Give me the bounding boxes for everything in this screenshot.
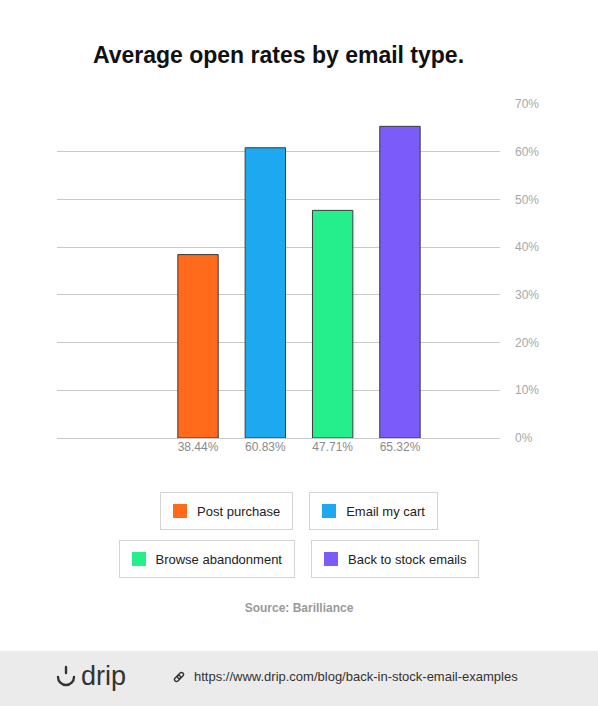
svg-text:60.83%: 60.83% [245, 440, 286, 454]
html-text:Browse abandonment: Browse abandonment [155, 551, 282, 567]
html-text:Post purchase: Post purchase [197, 503, 281, 519]
svg-text:50%: 50% [515, 193, 539, 207]
svg-text:60%: 60% [515, 145, 539, 159]
html-text:https://www.drip.com/blog/back: https://www.drip.com/blog/back-in-stock-… [194, 669, 518, 684]
svg-text:20%: 20% [515, 336, 539, 350]
html-text:Email my cart: Email my cart [346, 503, 425, 519]
html-text:Back to stock emails: Back to stock emails [348, 551, 467, 567]
svg-text:65.32%: 65.32% [380, 440, 421, 454]
svg-text:10%: 10% [515, 383, 539, 397]
svg-text:40%: 40% [515, 240, 539, 254]
svg-text:30%: 30% [515, 288, 539, 302]
html-text:Source: Barilliance: Source: Barilliance [244, 601, 354, 615]
svg-text:0%: 0% [515, 431, 533, 445]
svg-text:Average open rates by email ty: Average open rates by email type. [93, 42, 464, 68]
svg-text:38.44%: 38.44% [178, 440, 219, 454]
svg-text:47.71%: 47.71% [312, 440, 353, 454]
html-text:drip: drip [81, 661, 126, 691]
svg-text:70%: 70% [515, 97, 539, 111]
